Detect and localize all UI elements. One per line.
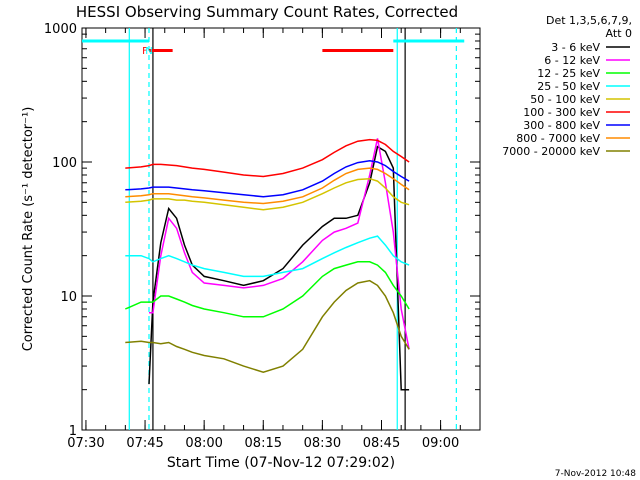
legend-label: 100 - 300 keV [523,106,600,119]
top-bars: FN [82,39,465,57]
legend-label: 25 - 50 keV [537,80,600,93]
legend-header-line-1: Det 1,3,5,6,7,9, [546,14,632,27]
legend-label: 7000 - 20000 keV [502,145,600,158]
series-line [125,177,410,211]
series-line [125,279,410,373]
legend-label: 800 - 7000 keV [516,132,600,145]
x-tick-label: 09:00 [422,436,459,451]
series-line [125,167,410,205]
x-tick-label: 08:45 [363,436,400,451]
legend-label: 12 - 25 keV [537,67,600,80]
series-line [125,160,410,198]
flag-label: F [142,46,148,57]
x-axis-label: Start Time (07-Nov-12 07:29:02) [167,455,395,471]
y-axis: 1 10 100 1000 [44,22,480,439]
x-tick-label: 07:45 [126,436,163,451]
series-line [149,138,410,350]
y-tick-label: 1000 [44,22,77,37]
y-tick-label: 1 [69,424,77,439]
x-tick-label: 08:15 [245,436,282,451]
footer-timestamp: 7-Nov-2012 10:48 [555,469,637,479]
x-tick-label: 07:30 [67,436,104,451]
x-tick-label: 08:00 [185,436,222,451]
y-axis-label: Corrected Count Rate (s⁻¹ detector⁻¹) [21,107,36,352]
legend-label: 300 - 800 keV [523,119,600,132]
series-line [125,235,410,278]
series-line [125,138,410,178]
y-tick-label: 100 [52,156,77,171]
x-tick-label: 08:30 [304,436,341,451]
series-line [148,145,410,391]
series-lines [124,138,410,391]
legend-label: 3 - 6 keV [551,41,600,54]
chart-title: HESSI Observing Summary Count Rates, Cor… [76,3,458,21]
x-axis: 07:30 07:45 08:00 08:15 08:30 08:45 09:00 [67,28,481,451]
vertical-markers [128,28,457,430]
flag-label: N [145,46,152,57]
series-line [124,261,410,318]
legend-label: 6 - 12 keV [544,54,600,67]
legend-label: 50 - 100 keV [530,93,600,106]
plot-frame [81,27,481,431]
legend-header-line-2: Att 0 [606,27,632,40]
y-tick-label: 10 [60,290,77,305]
